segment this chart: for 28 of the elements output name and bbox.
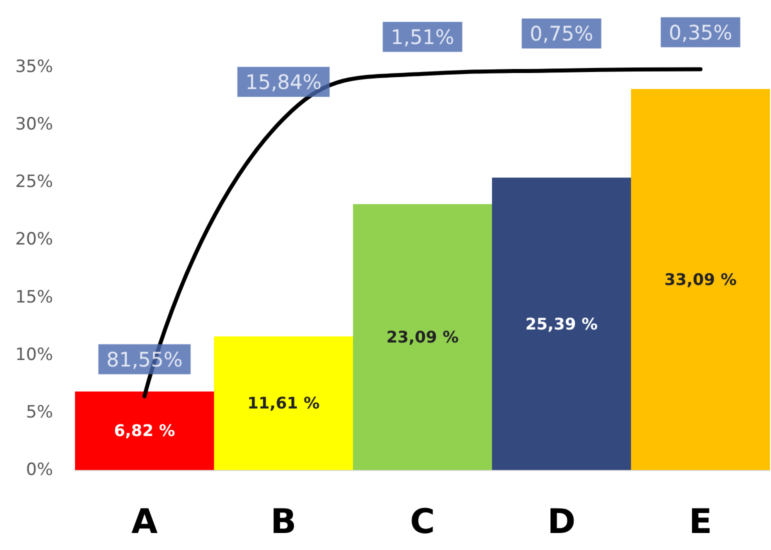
annotation: 81,55% bbox=[106, 347, 183, 372]
y-tick-label: 35% bbox=[15, 57, 53, 77]
annotation: 15,84% bbox=[245, 70, 322, 94]
data-label: 23,09 % bbox=[386, 328, 459, 347]
data-label: 33,09 % bbox=[664, 270, 737, 289]
annotation: 0,35% bbox=[668, 20, 732, 44]
data-label: 25,39 % bbox=[525, 314, 598, 334]
data-label: 11,61 % bbox=[247, 394, 320, 413]
annotation: 1,51% bbox=[390, 24, 454, 49]
annotation: 0,75% bbox=[530, 21, 594, 46]
x-tick-label: A bbox=[131, 502, 158, 542]
x-tick-label: B bbox=[270, 502, 296, 542]
x-tick-label: E bbox=[688, 502, 712, 542]
bar bbox=[631, 88, 770, 470]
bar bbox=[75, 391, 214, 470]
x-tick-label: C bbox=[410, 502, 435, 542]
bar bbox=[492, 178, 631, 470]
bar bbox=[353, 204, 492, 470]
y-tick-label: 25% bbox=[15, 172, 53, 192]
y-tick-label: 5% bbox=[26, 402, 53, 422]
x-tick-label: D bbox=[547, 502, 576, 542]
data-label: 6,82 % bbox=[114, 421, 176, 440]
y-tick-label: 0% bbox=[26, 460, 53, 480]
y-tick-label: 10% bbox=[15, 344, 53, 365]
y-tick-label: 20% bbox=[15, 230, 53, 250]
y-tick-label: 30% bbox=[15, 114, 53, 135]
bar bbox=[214, 336, 353, 470]
y-tick-label: 15% bbox=[15, 287, 53, 308]
